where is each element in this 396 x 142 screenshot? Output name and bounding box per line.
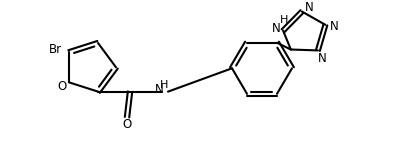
Text: O: O <box>57 80 67 93</box>
Text: H: H <box>160 80 168 90</box>
Text: N: N <box>330 20 339 33</box>
Text: Br: Br <box>48 43 61 56</box>
Text: N: N <box>318 52 326 65</box>
Text: N: N <box>155 83 164 96</box>
Text: O: O <box>122 118 131 130</box>
Text: N: N <box>305 1 313 14</box>
Text: H: H <box>280 15 288 25</box>
Text: N: N <box>272 22 280 35</box>
